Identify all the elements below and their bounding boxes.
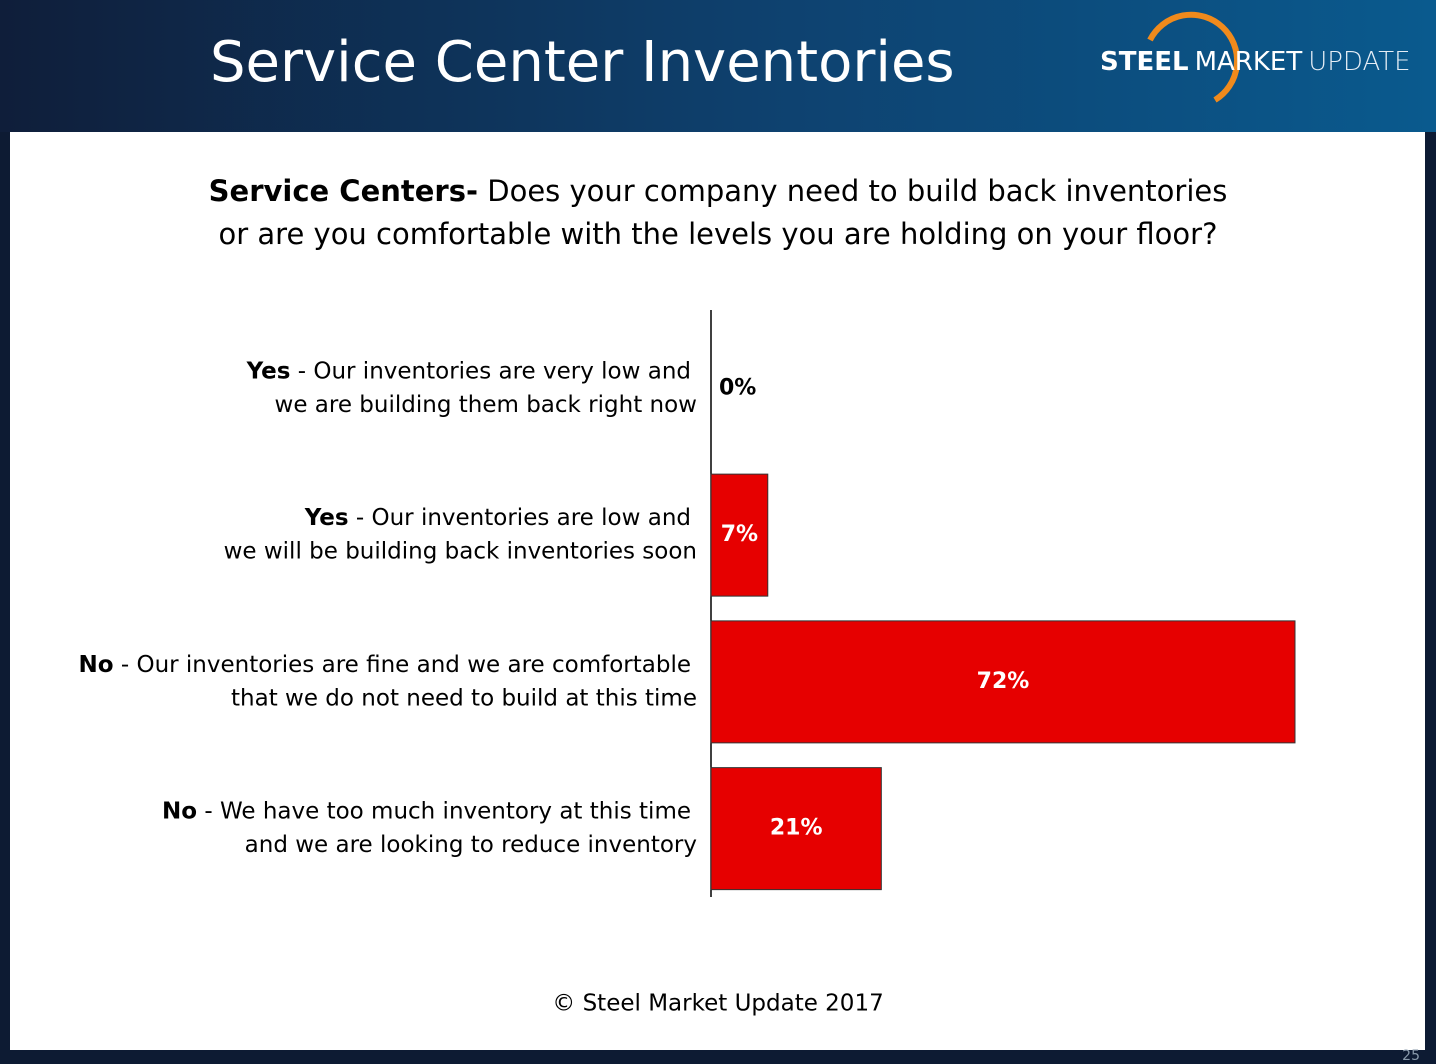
header-band: [0, 0, 1436, 132]
value-label: 72%: [977, 669, 1030, 694]
bar: [710, 767, 882, 891]
category-label-bold: Yes: [246, 358, 291, 384]
category-label: and we are looking to reduce inventory: [245, 832, 697, 858]
value-label: 21%: [770, 816, 823, 841]
chart-title-bold: Service Centers-: [209, 174, 478, 208]
category-label-text: - We have too much inventory at this tim…: [197, 798, 691, 824]
category-label: No - Our inventories are fine and we are…: [78, 651, 691, 677]
bar: [710, 620, 1296, 744]
slide-title: Service Center Inventories: [210, 30, 955, 95]
chart-title-line: or are you comfortable with the levels y…: [219, 217, 1218, 251]
logo-middle: MARKET: [1195, 47, 1303, 77]
category-label: Yes - Our inventories are low and: [304, 505, 691, 531]
logo-light: UPDATE: [1308, 47, 1410, 77]
category-label: we will be building back inventories soo…: [224, 539, 697, 565]
category-label: No - We have too much inventory at this …: [162, 798, 691, 824]
plot: Yes - Our inventories are very low and we…: [78, 358, 1296, 891]
category-label: Yes - Our inventories are very low and: [246, 358, 691, 384]
chart-title: Service Centers- Does your company need …: [209, 174, 1228, 208]
page-number: 25: [1402, 1048, 1420, 1060]
copyright: © Steel Market Update 2017: [552, 991, 883, 1017]
category-label-bold: Yes: [304, 505, 349, 531]
category-label-bold: No: [78, 651, 113, 677]
logo-arc: [1147, 11, 1241, 103]
chart-title-line: Does your company need to build back inv…: [478, 174, 1227, 208]
category-label-text: - Our inventories are fine and we are co…: [114, 651, 691, 677]
value-label: 7%: [721, 522, 758, 547]
category-label-text: - Our inventories are low and: [349, 505, 691, 531]
logo: STEEL MARKET UPDATE: [1100, 47, 1411, 77]
category-label-text: - Our inventories are very low and: [290, 358, 691, 384]
value-label: 0%: [719, 375, 756, 400]
category-label: we are building them back right now: [275, 392, 697, 418]
category-label: that we do not need to build at this tim…: [231, 685, 697, 711]
logo-bold: STEEL: [1100, 47, 1189, 77]
category-label-bold: No: [162, 798, 197, 824]
bar: [710, 473, 769, 597]
